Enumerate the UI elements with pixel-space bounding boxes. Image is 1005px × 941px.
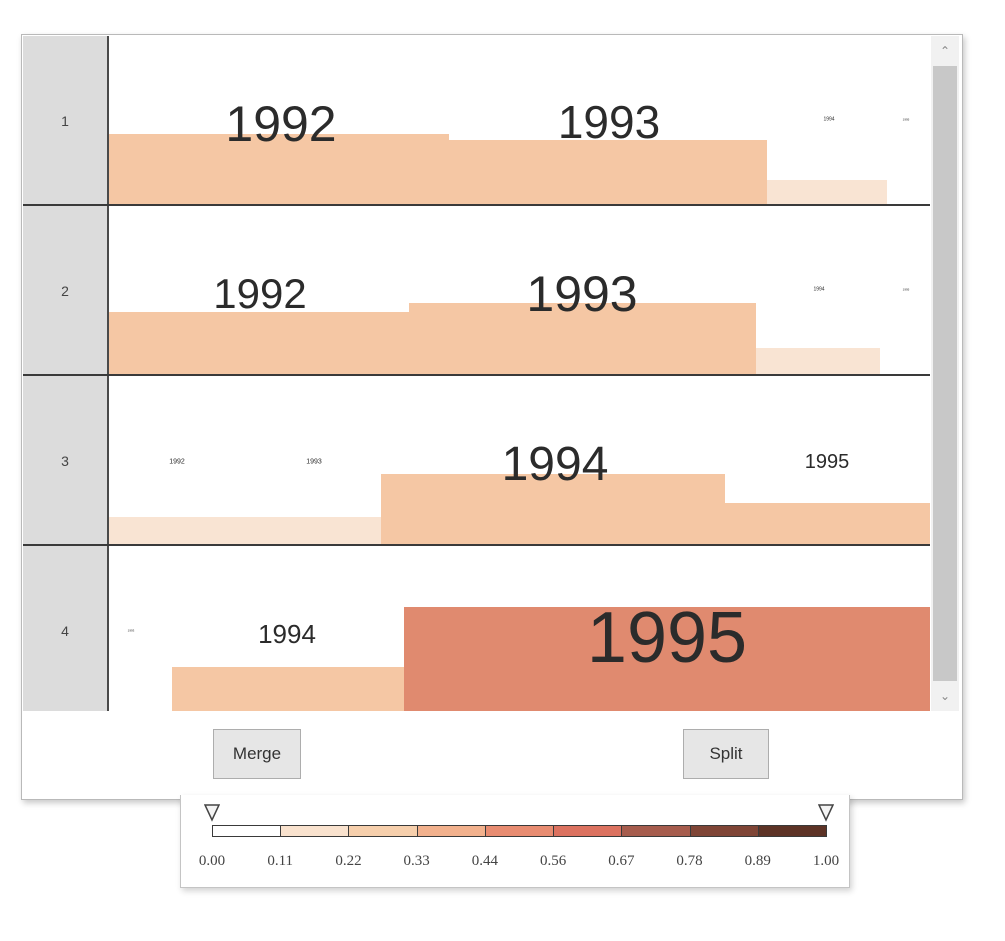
year-bar[interactable]: [404, 607, 930, 711]
year-label: 1993: [557, 96, 661, 148]
year-label: 1992: [225, 96, 337, 152]
color-scale-legend: 0.00 0.11 0.22 0.33 0.44 0.56 0.67 0.78 0.89 1.00: [180, 795, 850, 888]
legend-swatch: [553, 825, 623, 837]
row-content: 1992 1993 1994 1995: [109, 376, 930, 546]
year-bar[interactable]: [756, 348, 880, 376]
row-header[interactable]: 3: [23, 376, 109, 546]
year-label: 1993: [306, 458, 322, 466]
legend-tick-label: 1.00: [812, 853, 840, 869]
heatmap-panel: 1 1992 1993 1994 1995 2 1992 1993 1994 1995 3 1992 1…: [21, 34, 963, 800]
legend-swatch: [416, 825, 486, 837]
row-divider: [23, 204, 930, 206]
chevron-down-icon[interactable]: ⌄: [939, 689, 951, 703]
year-bar[interactable]: [725, 503, 930, 546]
year-label: 1994: [258, 619, 316, 649]
row-grid: 1 1992 1993 1994 1995 2 1992 1993 1994 1995 3 1992 1…: [23, 36, 930, 711]
year-label: 1995: [902, 287, 910, 292]
year-bar[interactable]: [172, 667, 404, 711]
year-label: 1992: [169, 458, 185, 466]
merge-button[interactable]: Merge: [213, 729, 301, 779]
year-bar[interactable]: [381, 474, 725, 546]
legend-swatch: [689, 825, 759, 837]
grid-row[interactable]: 1 1992 1993 1994 1995: [23, 36, 930, 206]
row-divider: [23, 544, 930, 546]
row-divider: [23, 374, 930, 376]
legend-tick-label: 0.56: [539, 853, 567, 869]
chevron-up-icon[interactable]: ⌃: [939, 44, 951, 58]
legend-swatch: [212, 825, 282, 837]
row-header[interactable]: 2: [23, 206, 109, 376]
legend-swatch: [348, 825, 418, 837]
legend-swatch: [280, 825, 350, 837]
row-content: 1992 1993 1994 1995: [109, 36, 930, 206]
year-bar[interactable]: [109, 312, 409, 376]
legend-tick-label: 0.89: [744, 853, 771, 869]
year-label: 1994: [501, 438, 609, 491]
grid-row[interactable]: 4 1993 1994 1995: [23, 546, 930, 711]
year-label: 1995: [902, 117, 910, 122]
year-bar[interactable]: [767, 180, 887, 206]
year-bar[interactable]: [409, 303, 756, 376]
year-label: 1995: [804, 451, 850, 473]
year-label: 1993: [127, 628, 135, 633]
grid-row[interactable]: 3 1992 1993 1994 1995: [23, 376, 930, 546]
grid-row[interactable]: 2 1992 1993 1994 1995: [23, 206, 930, 376]
legend-tick-label: 0.67: [608, 853, 635, 869]
year-label: 1995: [586, 598, 748, 678]
legend-tick-label: 0.11: [267, 853, 294, 869]
min-handle-icon[interactable]: [204, 804, 220, 822]
year-label: 1993: [526, 266, 638, 322]
max-handle-icon[interactable]: [818, 804, 834, 822]
row-content: 1993 1994 1995: [109, 546, 930, 711]
legend-swatch: [621, 825, 691, 837]
legend-swatch: [484, 825, 555, 837]
year-bar[interactable]: [449, 140, 767, 206]
year-bar[interactable]: [109, 134, 449, 206]
year-label: 1994: [813, 286, 825, 293]
scroll-thumb[interactable]: [933, 66, 957, 681]
row-header[interactable]: 1: [23, 36, 109, 206]
vertical-scrollbar[interactable]: ⌃ ⌄: [931, 36, 959, 711]
year-label: 1994: [823, 116, 835, 123]
legend-tick-label: 0.00: [198, 853, 226, 869]
legend-tick-label: 0.44: [471, 853, 498, 869]
legend-tick-label: 0.78: [676, 853, 703, 869]
year-label: 1992: [213, 270, 307, 317]
legend-tick-label: 0.22: [335, 853, 362, 869]
year-bar[interactable]: [109, 517, 381, 546]
legend-swatch: [757, 825, 827, 837]
split-button[interactable]: Split: [683, 729, 769, 779]
legend-tick-label: 0.33: [403, 853, 430, 869]
row-content: 1992 1993 1994 1995: [109, 206, 930, 376]
row-header[interactable]: 4: [23, 546, 109, 711]
